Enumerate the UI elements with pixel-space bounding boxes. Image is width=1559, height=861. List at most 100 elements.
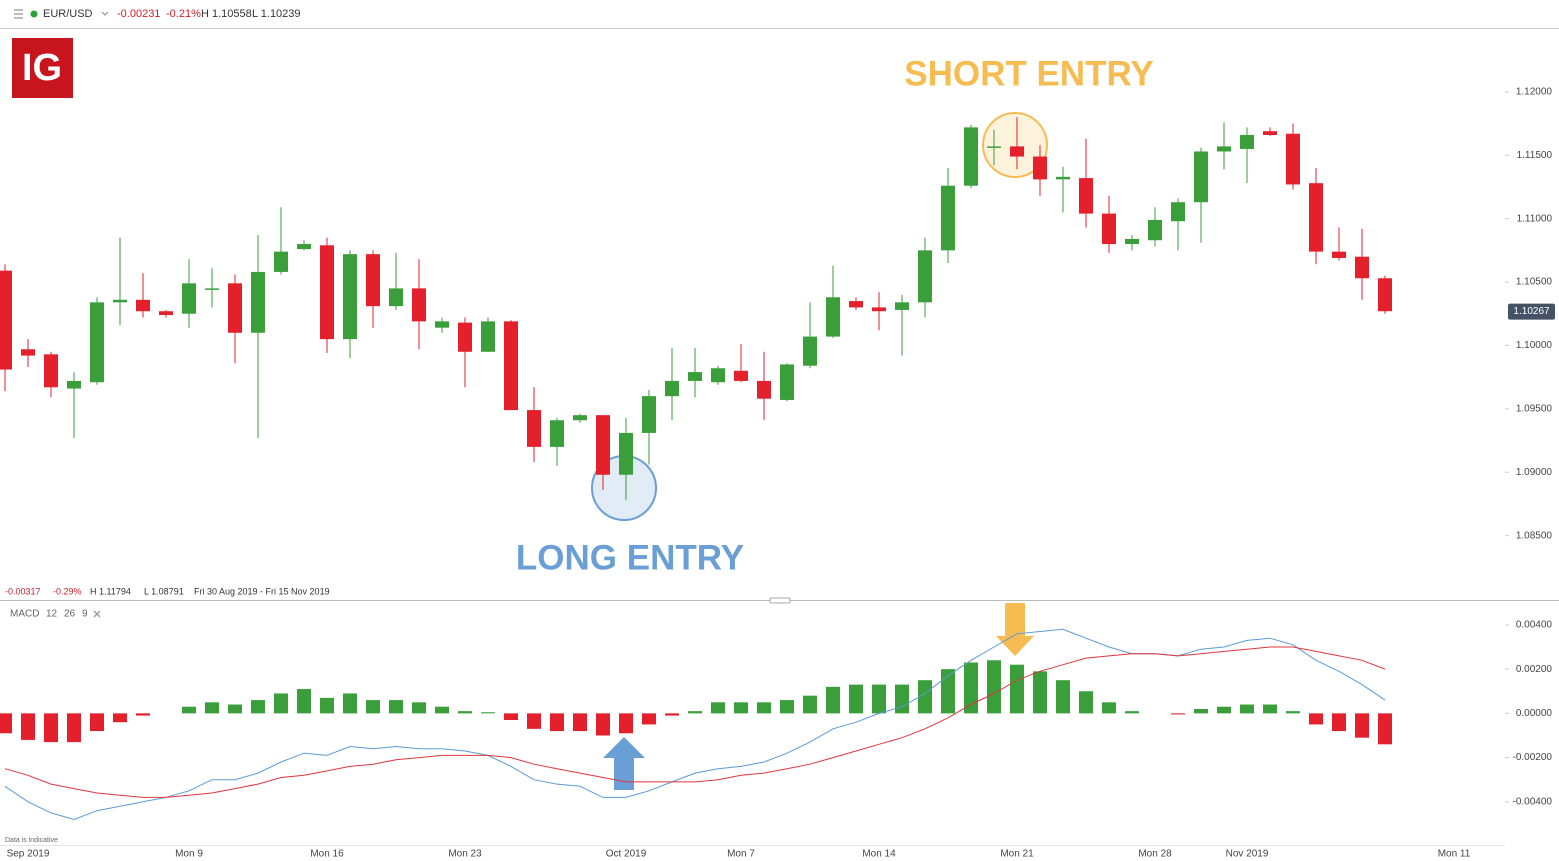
histogram-bar — [320, 697, 334, 714]
x-tick-label: Mon 7 — [727, 849, 755, 860]
histogram-bar — [803, 695, 817, 714]
histogram-bar — [1378, 713, 1392, 745]
histogram-bar — [757, 702, 771, 714]
candle-body — [21, 349, 35, 356]
histogram-bar — [918, 680, 932, 714]
candle-body — [1125, 238, 1139, 245]
candle-body — [1079, 178, 1093, 214]
candle-body — [918, 250, 932, 303]
histogram-bar — [596, 713, 610, 736]
header-low: L 1.10239 — [252, 8, 301, 20]
candle-body — [872, 307, 886, 312]
histogram-bar — [1010, 664, 1024, 714]
candle-body — [849, 301, 863, 308]
candle-body — [412, 288, 426, 322]
x-tick-label: Mon 9 — [175, 849, 203, 860]
candle-body — [1355, 256, 1369, 279]
y-tick-label: -0.00200 — [1513, 752, 1553, 763]
candle-body — [481, 321, 495, 352]
candle-body — [0, 270, 12, 370]
histogram-bar — [297, 689, 311, 714]
y-tick-label: 1.11500 — [1517, 150, 1553, 161]
histogram-bar — [964, 662, 978, 714]
candle-body — [343, 254, 357, 340]
x-tick-label: Mon 11 — [1438, 849, 1471, 860]
y-tick-label: 0.00400 — [1516, 620, 1553, 631]
histogram-bar — [527, 713, 541, 729]
histogram-bar — [1102, 702, 1116, 714]
histogram-bar — [1194, 708, 1208, 714]
histogram-bar — [90, 713, 104, 732]
histogram-bar — [1056, 680, 1070, 714]
header-high: H 1.10558 — [201, 8, 252, 20]
y-tick-label: 0.00000 — [1516, 708, 1553, 719]
candle-body — [297, 244, 311, 250]
histogram-bar — [412, 702, 426, 714]
candle-body — [826, 297, 840, 337]
candle-body — [435, 321, 449, 328]
candle-body — [550, 420, 564, 447]
histogram-bar — [205, 702, 219, 714]
y-tick-label: -0.00400 — [1513, 796, 1553, 807]
histogram-bar — [895, 684, 909, 714]
histogram-bar — [780, 700, 794, 714]
menu-icon[interactable] — [14, 9, 23, 19]
candle-body — [1217, 146, 1231, 152]
short-entry-circle — [982, 112, 1048, 178]
histogram-bar — [228, 704, 242, 714]
candle-body — [504, 321, 518, 411]
histogram-bar — [1332, 713, 1346, 732]
last-price-tag — [1508, 303, 1555, 320]
candle-body — [320, 245, 334, 340]
candle-body — [182, 283, 196, 314]
remove-indicator[interactable] — [93, 610, 101, 618]
short-entry-arrow — [996, 603, 1034, 656]
histogram-bar — [1079, 691, 1093, 714]
histogram-bar — [941, 669, 955, 714]
histogram-bar — [1171, 713, 1185, 715]
candle-body — [1240, 134, 1254, 149]
y-tick-label: 1.11000 — [1517, 213, 1553, 224]
annotation: SHORT ENTRY — [904, 54, 1154, 93]
header-change-pct: -0.21% — [166, 8, 201, 20]
histogram-bar — [711, 702, 725, 714]
histogram-bar — [274, 693, 288, 714]
histogram-bar — [113, 713, 127, 723]
dropdown-caret[interactable] — [101, 11, 109, 16]
candle-body — [688, 372, 702, 381]
histogram-bar — [665, 713, 679, 716]
candle-body — [1332, 251, 1346, 258]
candle-body — [1286, 133, 1300, 185]
histogram-bar — [619, 713, 633, 734]
symbol[interactable]: EUR/USD — [43, 8, 93, 20]
candle-body — [113, 299, 127, 303]
resize-handle[interactable] — [769, 597, 791, 604]
candle-body — [596, 415, 610, 475]
candle-body — [711, 368, 725, 383]
candle-body — [1102, 213, 1116, 245]
logo-box — [12, 38, 73, 98]
histogram-bar — [849, 684, 863, 714]
y-tick-label: 1.08500 — [1516, 530, 1553, 541]
candle-body — [619, 432, 633, 475]
candle-body — [573, 415, 587, 421]
candle-body — [1194, 151, 1208, 203]
candle-body — [1010, 146, 1024, 157]
candle-body — [780, 364, 794, 400]
histogram-bar — [504, 713, 518, 720]
x-tick-label: Oct 2019 — [606, 849, 647, 860]
histogram-bar — [389, 700, 403, 714]
candle-body — [964, 127, 978, 186]
candle-body — [1309, 183, 1323, 252]
y-tick-label: 1.09000 — [1516, 467, 1553, 478]
x-tick-label: Nov 2019 — [1226, 849, 1269, 860]
long-entry-arrow — [603, 737, 645, 790]
y-tick-label: 1.10000 — [1516, 340, 1553, 351]
histogram-bar — [642, 713, 656, 725]
range-low: L 1.08791 — [144, 586, 184, 596]
histogram-bar — [481, 712, 495, 714]
histogram-bar — [734, 702, 748, 714]
histogram-bar — [366, 700, 380, 714]
